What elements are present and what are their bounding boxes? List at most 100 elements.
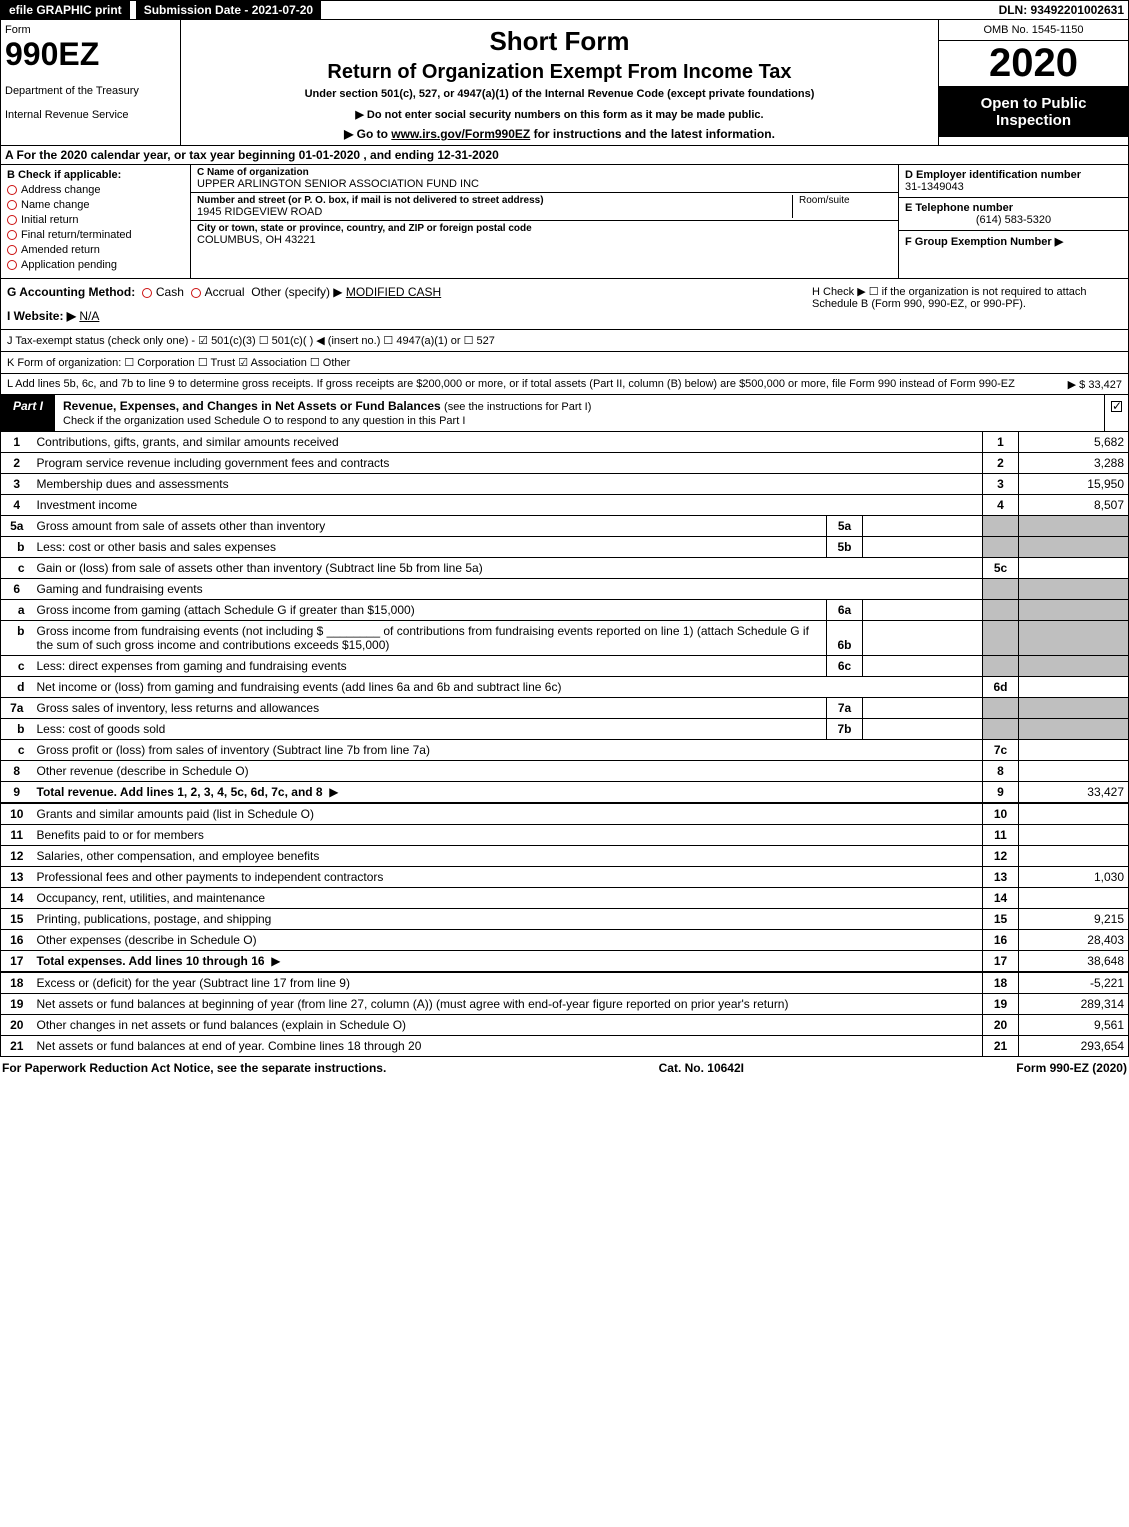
chk-address-change[interactable] [7,185,17,195]
chk-name-change[interactable] [7,200,17,210]
chk-accrual[interactable] [191,288,201,298]
return-title: Return of Organization Exempt From Incom… [189,61,930,84]
row-h-schedule-b: H Check ▶ ☐ if the organization is not r… [812,285,1122,323]
amt-13: 1,030 [1019,867,1129,888]
chk-final-return[interactable] [7,230,17,240]
header-right: OMB No. 1545-1150 2020 Open to Public In… [938,20,1128,145]
section-bcd: B Check if applicable: Address change Na… [0,165,1129,279]
col-b-checkboxes: B Check if applicable: Address change Na… [1,165,191,278]
part1-title: Revenue, Expenses, and Changes in Net As… [63,399,441,413]
amt-19: 289,314 [1019,994,1129,1015]
part1-label: Part I [1,395,55,431]
lbl-amended-return: Amended return [21,244,100,256]
amt-17: 38,648 [1019,951,1129,973]
org-name-label: C Name of organization [197,167,892,178]
amt-3: 15,950 [1019,474,1129,495]
amt-18: -5,221 [1019,972,1129,994]
lbl-final-return: Final return/terminated [21,229,132,241]
table-row: 20Other changes in net assets or fund ba… [1,1015,1129,1036]
table-row: bGross income from fundraising events (n… [1,621,1129,656]
chk-cash[interactable] [142,288,152,298]
under-section: Under section 501(c), 527, or 4947(a)(1)… [189,88,930,100]
row-k-org-type: K Form of organization: ☐ Corporation ☐ … [0,352,1129,374]
chk-initial-return[interactable] [7,215,17,225]
table-row: 21Net assets or fund balances at end of … [1,1036,1129,1057]
table-row: 2Program service revenue including gover… [1,453,1129,474]
table-row: 1Contributions, gifts, grants, and simil… [1,432,1129,453]
form-header: Form 990EZ Department of the Treasury In… [0,20,1129,146]
room-suite-label: Room/suite [792,195,892,218]
table-row: 14Occupancy, rent, utilities, and mainte… [1,888,1129,909]
table-row: 8Other revenue (describe in Schedule O)8 [1,761,1129,782]
table-row: 12Salaries, other compensation, and empl… [1,846,1129,867]
part1-subcheck: Check if the organization used Schedule … [63,415,465,427]
form-label: Form [5,24,176,36]
part1-header: Part I Revenue, Expenses, and Changes in… [0,395,1129,432]
amt-2: 3,288 [1019,453,1129,474]
form-number: 990EZ [5,36,176,73]
omb-number: OMB No. 1545-1150 [939,20,1128,41]
amt-20: 9,561 [1019,1015,1129,1036]
part1-subtitle: (see the instructions for Part I) [444,401,591,413]
page-footer: For Paperwork Reduction Act Notice, see … [0,1057,1129,1079]
open-to-public: Open to Public Inspection [939,87,1128,137]
table-row: 5aGross amount from sale of assets other… [1,516,1129,537]
lbl-other: Other (specify) ▶ [251,285,342,299]
table-row: 19Net assets or fund balances at beginni… [1,994,1129,1015]
accounting-label: G Accounting Method: [7,285,135,299]
table-row: 11Benefits paid to or for members11 [1,825,1129,846]
row-a-tax-year: A For the 2020 calendar year, or tax yea… [0,146,1129,165]
amt-9: 33,427 [1019,782,1129,804]
table-row: bLess: cost or other basis and sales exp… [1,537,1129,558]
ein-value: 31-1349043 [905,181,1122,193]
phone-value: (614) 583-5320 [905,214,1122,226]
top-bar-left: efile GRAPHIC print Submission Date - 20… [1,1,321,19]
col-b-title: B Check if applicable: [7,169,184,181]
department: Department of the Treasury [5,85,176,97]
chk-application-pending[interactable] [7,260,17,270]
city-value: COLUMBUS, OH 43221 [197,234,892,246]
lbl-name-change: Name change [21,199,90,211]
table-row: 16Other expenses (describe in Schedule O… [1,930,1129,951]
website-value: N/A [79,309,99,323]
top-bar: efile GRAPHIC print Submission Date - 20… [0,0,1129,20]
amt-4: 8,507 [1019,495,1129,516]
header-left: Form 990EZ Department of the Treasury In… [1,20,181,145]
website-label: I Website: ▶ [7,309,76,323]
submission-date-button[interactable]: Submission Date - 2021-07-20 [136,1,321,19]
org-name-value: UPPER ARLINGTON SENIOR ASSOCIATION FUND … [197,178,892,190]
table-row: 10Grants and similar amounts paid (list … [1,803,1129,825]
row-l-gross-receipts: L Add lines 5b, 6c, and 7b to line 9 to … [0,374,1129,395]
irs-link[interactable]: www.irs.gov/Form990EZ [391,127,530,141]
table-row: 17Total expenses. Add lines 10 through 1… [1,951,1129,973]
short-form-title: Short Form [189,26,930,57]
chk-amended-return[interactable] [7,245,17,255]
ssn-warning: ▶ Do not enter social security numbers o… [189,108,930,121]
efile-print-button[interactable]: efile GRAPHIC print [1,1,130,19]
footer-left: For Paperwork Reduction Act Notice, see … [2,1061,386,1075]
dln-number: DLN: 93492201002631 [999,3,1128,17]
table-row: bLess: cost of goods sold7b [1,719,1129,740]
col-c-org-info: C Name of organization UPPER ARLINGTON S… [191,165,898,278]
table-row: cGross profit or (loss) from sales of in… [1,740,1129,761]
accounting-other-value: MODIFIED CASH [346,285,441,299]
table-row: 15Printing, publications, postage, and s… [1,909,1129,930]
footer-mid: Cat. No. 10642I [659,1061,744,1075]
phone-label: E Telephone number [905,202,1122,214]
city-label: City or town, state or province, country… [197,223,892,234]
part1-schedule-o-checkbox[interactable] [1111,401,1122,412]
irs-label: Internal Revenue Service [5,109,176,121]
goto-text: ▶ Go to www.irs.gov/Form990EZ for instru… [189,127,930,141]
goto-suffix: for instructions and the latest informat… [530,127,775,141]
table-row: 7aGross sales of inventory, less returns… [1,698,1129,719]
street-value: 1945 RIDGEVIEW ROAD [197,206,792,218]
col-d-identifiers: D Employer identification number 31-1349… [898,165,1128,278]
lbl-address-change: Address change [21,184,101,196]
row-gh: G Accounting Method: Cash Accrual Other … [0,279,1129,330]
amt-1: 5,682 [1019,432,1129,453]
amt-15: 9,215 [1019,909,1129,930]
table-row: 18Excess or (deficit) for the year (Subt… [1,972,1129,994]
group-exemption-label: F Group Exemption Number ▶ [905,235,1122,248]
street-label: Number and street (or P. O. box, if mail… [197,195,792,206]
table-row: 13Professional fees and other payments t… [1,867,1129,888]
